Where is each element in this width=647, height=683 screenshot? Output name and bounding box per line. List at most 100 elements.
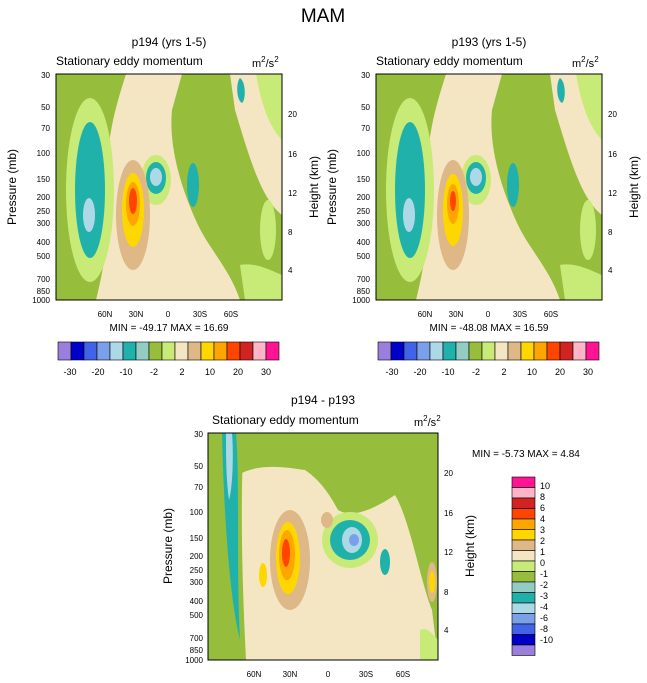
p3-cbar-label: -6 [540, 613, 548, 623]
p1-lattick: 0 [166, 310, 171, 319]
colorbar-swatch [96, 341, 111, 361]
colorbar-swatch [442, 341, 457, 361]
p1-ptick: 100 [37, 149, 51, 158]
p1-lattick: 30N [129, 310, 144, 319]
p1-cbar-label: -10 [119, 367, 132, 377]
colorbar-swatch [213, 341, 228, 361]
panel3-units: m2/s2 [414, 414, 441, 429]
panel2-height-ticks: 20 16 12 8 4 [608, 110, 617, 275]
p2-lattick: 30S [513, 310, 527, 319]
p2-htick: 4 [608, 266, 613, 275]
panel1-colorbar-labels: -30 -20 -10 -2 2 10 20 30 [63, 367, 271, 377]
p1-cbar-label: -20 [91, 367, 104, 377]
colorbar-swatch [122, 341, 137, 361]
p2-lattick: 30N [449, 310, 464, 319]
p3-cbar-label: 3 [540, 525, 545, 535]
panel2-minmax: MIN = -48.08 MAX = 16.59 [430, 323, 549, 334]
p3-cbar-label: 6 [540, 503, 545, 513]
p1-ptick: 500 [37, 252, 51, 261]
p1-ptick: 300 [37, 219, 51, 228]
p2-cbar-label: -20 [413, 367, 426, 377]
panel3-contour-field [208, 433, 438, 660]
p3-lattick: 30S [359, 670, 373, 679]
colorbar-swatch [511, 634, 536, 646]
colorbar-swatch [148, 341, 163, 361]
colorbar-swatch [507, 341, 522, 361]
p1-ptick: 1000 [32, 296, 50, 305]
p3-ptick: 850 [190, 646, 204, 655]
p1-lattick: 60N [98, 310, 113, 319]
colorbar-swatch [57, 341, 72, 361]
p2-cbar-label: -10 [441, 367, 454, 377]
p3-htick: 8 [444, 588, 449, 597]
panel2-lat-ticks: 60N 30N 0 30S 60S [418, 310, 558, 319]
p2-htick: 12 [608, 189, 617, 198]
p3-htick: 20 [444, 469, 453, 478]
panel2-colorbar-labels: -30 -20 -10 -2 2 10 20 30 [385, 367, 593, 377]
p3-cbar-label: -4 [540, 602, 548, 612]
colorbar-swatch [390, 341, 405, 361]
panel2-ylabel-right: Height (km) [627, 156, 641, 218]
panel1-title: p194 (yrs 1-5) [132, 35, 207, 49]
p2-cbar-label: -30 [385, 367, 398, 377]
p3-cbar-label: 0 [540, 558, 545, 568]
p3-ptick: 50 [194, 462, 203, 471]
p1-lattick: 60S [224, 310, 238, 319]
colorbar-swatch [377, 341, 392, 361]
panel1-contour-field [56, 74, 282, 300]
p3-cbar-label: 8 [540, 492, 545, 502]
p1-ptick: 700 [37, 275, 51, 284]
p1-htick: 12 [288, 189, 297, 198]
panel1-minmax: MIN = -49.17 MAX = 16.69 [110, 323, 229, 334]
p3-ptick: 300 [190, 578, 204, 587]
p1-cbar-label: 10 [205, 367, 215, 377]
colorbar-swatch [161, 341, 176, 361]
p1-ptick: 850 [37, 287, 51, 296]
colorbar-swatch [468, 341, 483, 361]
p1-ptick: 30 [41, 71, 50, 80]
p3-ptick: 500 [190, 611, 204, 620]
p2-ptick: 50 [361, 103, 370, 112]
p1-htick: 8 [288, 228, 293, 237]
panel3-minmax: MIN = -5.73 MAX = 4.84 [472, 449, 580, 460]
p3-lattick: 60N [247, 670, 262, 679]
p2-lattick: 0 [486, 310, 491, 319]
panel-p194: p194 (yrs 1-5) Stationary eddy momentum … [5, 35, 321, 334]
p2-htick: 8 [608, 228, 613, 237]
p3-cbar-label: 10 [540, 481, 550, 491]
colorbar-swatch [511, 581, 536, 593]
p1-cbar-label: 20 [233, 367, 243, 377]
p2-ptick: 150 [357, 175, 371, 184]
panel2-title: p193 (yrs 1-5) [452, 35, 527, 49]
panel3-ylabel: Pressure (mb) [161, 508, 175, 584]
p2-lattick: 60N [418, 310, 433, 319]
panel2-pressure-ticks: 30 50 70 100 150 200 250 300 400 500 700… [352, 71, 370, 305]
p3-cbar-label: -1 [540, 569, 548, 579]
p3-ptick: 150 [190, 534, 204, 543]
p3-ptick: 100 [190, 508, 204, 517]
panel3-lat-ticks: 60N 30N 0 30S 60S [247, 670, 410, 679]
p1-cbar-label: -2 [150, 367, 158, 377]
panel3-pressure-ticks: 30 50 70 100 150 200 250 300 400 500 700… [185, 430, 203, 665]
colorbar-swatch [252, 341, 267, 361]
colorbar-swatch [109, 341, 124, 361]
panel1-ylabel-right: Height (km) [307, 156, 321, 218]
colorbar-swatch [572, 341, 587, 361]
colorbar-swatch [511, 592, 536, 604]
panel1-ylabel: Pressure (mb) [5, 149, 19, 225]
colorbar-swatch [511, 476, 536, 488]
p2-htick: 20 [608, 110, 617, 119]
p3-cbar-label: 2 [540, 536, 545, 546]
colorbar-swatch [187, 341, 202, 361]
p2-ptick: 200 [357, 193, 371, 202]
colorbar-swatch [174, 341, 189, 361]
colorbar-swatch [511, 497, 536, 509]
p2-ptick: 500 [357, 252, 371, 261]
p1-htick: 16 [288, 150, 297, 159]
p3-cbar-label: -8 [540, 624, 548, 634]
p2-ptick: 100 [357, 149, 371, 158]
p1-cbar-label: 30 [261, 367, 271, 377]
p2-cbar-label: 10 [527, 367, 537, 377]
p2-cbar-label: -2 [472, 367, 480, 377]
